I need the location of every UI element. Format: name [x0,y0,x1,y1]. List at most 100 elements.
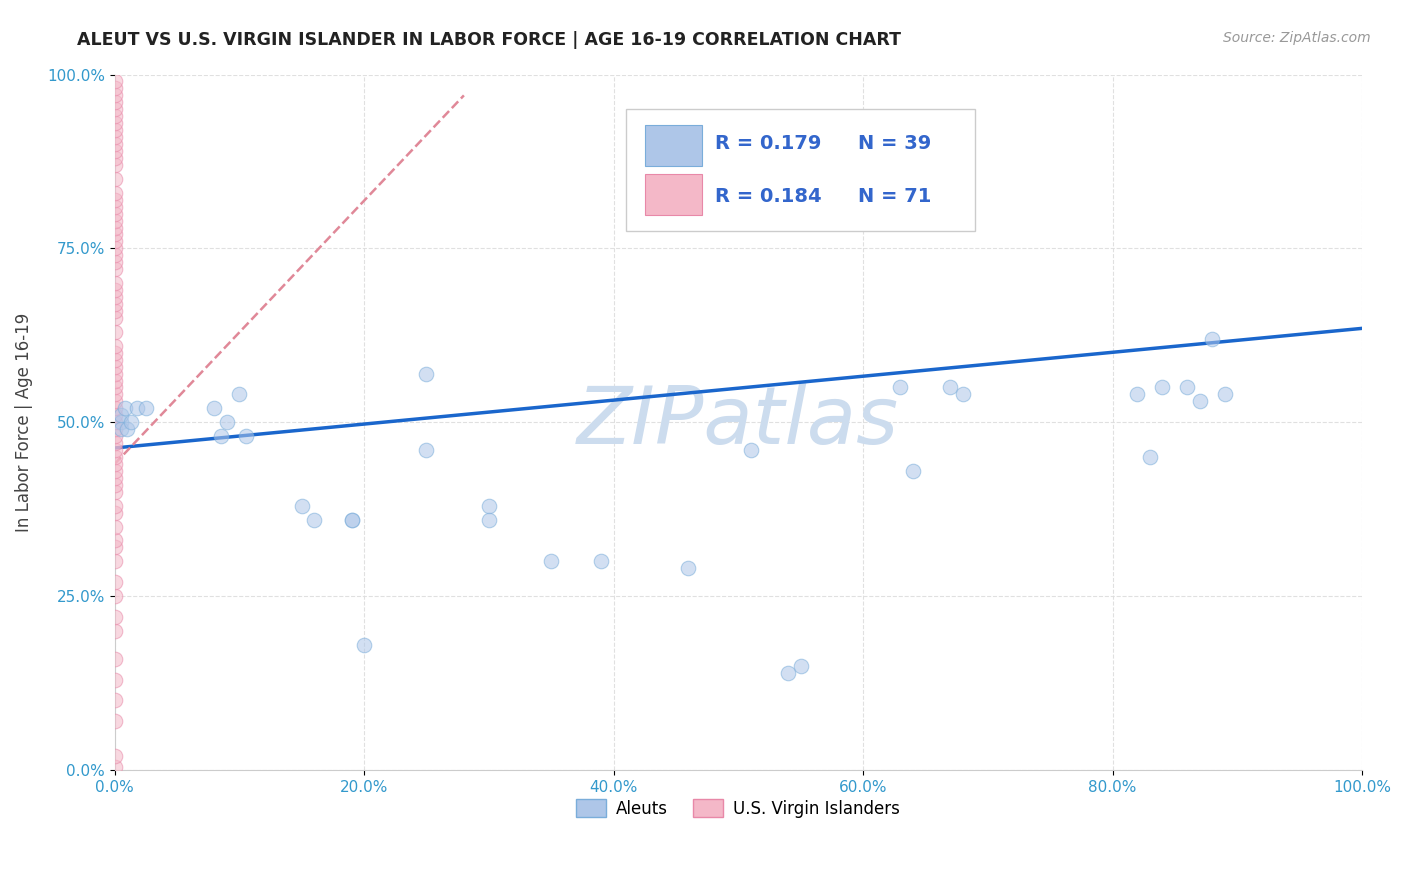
Point [104,109,127,123]
Point [104,394,127,409]
Point [104,227,127,242]
Point [104,714,127,729]
Point [104,220,127,235]
Point [104,409,127,423]
Point [104,200,127,214]
Point [889,380,911,394]
Point [104,130,127,145]
Point [104,429,127,443]
Point [789,658,811,673]
Point [104,123,127,137]
Point [110,422,132,436]
Point [1126,387,1149,401]
Point [104,262,127,277]
Text: N = 71: N = 71 [858,187,931,206]
Point [104,310,127,325]
Point [104,610,127,624]
Point [104,519,127,533]
Point [415,443,437,458]
Point [104,415,127,429]
Point [104,575,127,590]
Point [104,241,127,255]
Point [952,387,974,401]
Point [104,443,127,458]
Text: Source: ZipAtlas.com: Source: ZipAtlas.com [1223,31,1371,45]
Point [104,651,127,665]
Point [104,186,127,200]
Point [415,367,437,381]
Point [678,561,700,575]
Point [104,352,127,367]
Point [104,484,127,499]
Point [104,116,127,130]
Point [104,290,127,304]
Point [110,415,132,429]
Point [104,81,127,95]
Point [104,193,127,207]
FancyBboxPatch shape [645,174,702,215]
Point [228,387,250,401]
Point [104,589,127,603]
Point [104,213,127,227]
Point [209,429,232,443]
Point [302,513,325,527]
Point [215,415,238,429]
Point [104,171,127,186]
Point [104,499,127,513]
Text: N = 39: N = 39 [858,135,931,153]
Point [104,158,127,172]
Point [104,422,127,436]
Point [104,624,127,638]
FancyBboxPatch shape [626,110,976,231]
Point [353,638,375,652]
Point [104,450,127,464]
Point [104,248,127,262]
Point [104,436,127,450]
Point [778,665,800,680]
Point [104,137,127,152]
Point [104,325,127,339]
Point [104,283,127,297]
Point [104,401,127,416]
Point [104,374,127,388]
Point [104,387,127,401]
Point [104,749,127,764]
Text: R = 0.184: R = 0.184 [714,187,821,206]
Point [1201,332,1223,346]
Point [104,88,127,103]
Point [104,206,127,220]
Point [120,415,142,429]
Point [478,499,501,513]
Text: ZIP​atlas: ZIP​atlas [578,384,900,461]
Point [340,513,363,527]
Point [104,506,127,520]
Point [901,464,924,478]
Point [125,401,148,416]
Point [1175,380,1198,394]
Point [110,409,132,423]
Point [202,401,225,416]
Text: ALEUT VS U.S. VIRGIN ISLANDER IN LABOR FORCE | AGE 16-19 CORRELATION CHART: ALEUT VS U.S. VIRGIN ISLANDER IN LABOR F… [77,31,901,49]
Point [1213,387,1236,401]
Point [104,151,127,165]
Point [340,513,363,527]
Point [104,471,127,485]
Point [104,554,127,568]
Point [104,304,127,318]
Point [939,380,962,394]
Point [104,541,127,555]
Y-axis label: In Labor Force | Age 16-19: In Labor Force | Age 16-19 [15,312,32,532]
Point [114,401,136,416]
Point [104,276,127,290]
Point [104,339,127,353]
Point [540,554,562,568]
Point [104,359,127,374]
Point [104,478,127,492]
Point [104,255,127,269]
Point [135,401,157,416]
Point [1188,394,1211,409]
Point [104,144,127,158]
Legend: Aleuts, U.S. Virgin Islanders: Aleuts, U.S. Virgin Islanders [569,793,907,824]
Point [104,380,127,394]
Point [740,443,762,458]
